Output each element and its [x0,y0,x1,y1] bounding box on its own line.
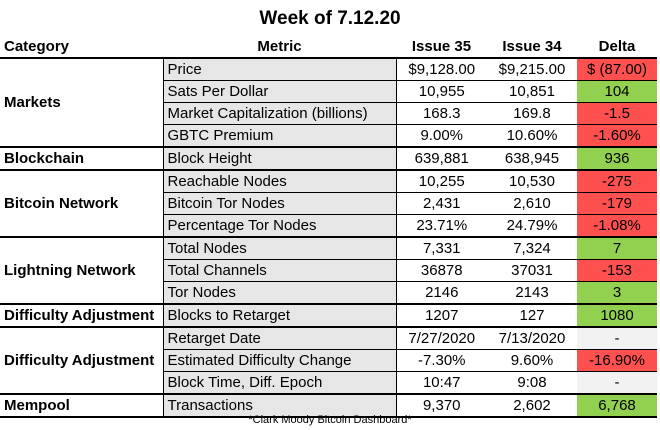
table-row: Total Channels 36878 37031 -153 [0,259,657,282]
table-row: Sats Per Dollar 10,955 10,851 104 [0,80,657,103]
metric-cell: Estimated Difficulty Change [163,349,397,372]
metric-cell: Sats Per Dollar [163,80,397,103]
table-row: Markets Price $9,128.00 $9,215.00 $ (87.00) [0,58,657,148]
issue35-cell: 2,431 [396,192,487,215]
delta-cell: $ (87.00) [577,58,657,81]
delta-cell: 6,768 [577,394,657,418]
issue34-cell: 9.60% [487,349,577,372]
category-cell: Lightning Network [0,237,164,305]
metric-cell: Percentage Tor Nodes [163,214,397,238]
header-issue34: Issue 34 [487,36,577,59]
category-cell: Blockchain [0,147,164,171]
issue34-cell: 127 [487,304,577,328]
table-row: Difficulty Adjustment Blocks to Retarget 1… [0,304,657,328]
delta-cell: 7 [577,237,657,260]
issue35-cell: 9.00% [396,124,487,148]
table-row: Lightning Network Total Nodes 7,331 7,324 7 [0,237,657,305]
delta-cell: -1.08% [577,214,657,238]
issue35-cell: 10:47 [396,371,487,395]
issue35-cell: 168.3 [396,102,487,125]
issue35-cell: 36878 [396,259,487,282]
delta-cell: - [577,371,657,395]
delta-cell: -1.60% [577,124,657,148]
issue34-cell: 7,324 [487,237,577,260]
delta-cell: 1080 [577,304,657,328]
issue35-cell: 639,881 [396,147,487,171]
header-delta: Delta [577,36,657,59]
issue35-cell: 7,331 [396,237,487,260]
issue34-cell: 638,945 [487,147,577,171]
table-row: Tor Nodes 2146 2143 3 [0,281,657,305]
table-row: Mempool Transactions 9,370 2,602 6,768 [0,394,657,418]
metric-cell: Block Time, Diff. Epoch [163,371,397,395]
table-row: Percentage Tor Nodes 23.71% 24.79% -1.08% [0,214,657,238]
delta-cell: - [577,327,657,350]
issue34-cell: 2,610 [487,192,577,215]
table-row: Market Capitalization (billions) 168.3 169… [0,102,657,125]
delta-cell: -153 [577,259,657,282]
issue35-cell: 9,370 [396,394,487,418]
weekly-metrics-table: Category Metric Issue 35 Issue 34 Delta … [0,36,657,418]
header-metric: Metric [163,36,396,59]
table-row: Blockchain Block Height 639,881 638,945 936 [0,147,657,171]
table-row: Bitcoin Network Reachable Nodes 10,255 10,5… [0,170,657,238]
category-cell: Difficulty Adjustment [0,304,164,328]
metric-cell: Bitcoin Tor Nodes [163,192,397,215]
issue35-cell: 7/27/2020 [396,327,487,350]
issue35-cell: 1207 [396,304,487,328]
table-row: Estimated Difficulty Change -7.30% 9.60% -1… [0,349,657,372]
issue34-cell: 10.60% [487,124,577,148]
metric-cell: Price [163,58,397,81]
issue34-cell: 7/13/2020 [487,327,577,350]
metric-cell: Tor Nodes [163,281,397,305]
metric-cell: Block Height [163,147,397,171]
header-category: Category [0,36,163,59]
issue34-cell: $9,215.00 [487,58,577,81]
issue35-cell: -7.30% [396,349,487,372]
delta-cell: -179 [577,192,657,215]
metric-cell: Transactions [163,394,397,418]
issue34-cell: 2143 [487,281,577,305]
metric-cell: Total Channels [163,259,397,282]
issue34-cell: 9:08 [487,371,577,395]
table-row: GBTC Premium 9.00% 10.60% -1.60% [0,124,657,148]
source-footnote: *Clark Moody Bitcoin Dashboard* [248,414,412,426]
category-cell: Bitcoin Network [0,170,164,238]
issue34-cell: 10,851 [487,80,577,103]
issue35-cell: 10,255 [396,170,487,193]
delta-cell: -1.5 [577,102,657,125]
table-row: Difficulty Adjustment Retarget Date 7/27/2… [0,327,657,395]
issue34-cell: 2,602 [487,394,577,418]
category-cell: Mempool [0,394,164,418]
table-row: Bitcoin Tor Nodes 2,431 2,610 -179 [0,192,657,215]
category-cell: Difficulty Adjustment [0,327,164,395]
issue35-cell: 23.71% [396,214,487,238]
issue34-cell: 169.8 [487,102,577,125]
metric-cell: Market Capitalization (billions) [163,102,397,125]
issue34-cell: 37031 [487,259,577,282]
header-issue35: Issue 35 [396,36,487,59]
issue34-cell: 10,530 [487,170,577,193]
delta-cell: -275 [577,170,657,193]
issue34-cell: 24.79% [487,214,577,238]
delta-cell: 104 [577,80,657,103]
issue35-cell: 10,955 [396,80,487,103]
metric-cell: Reachable Nodes [163,170,397,193]
page-title: Week of 7.12.20 [259,8,401,29]
metric-cell: Blocks to Retarget [163,304,397,328]
metric-cell: GBTC Premium [163,124,397,148]
delta-cell: -16.90% [577,349,657,372]
table-row: Block Time, Diff. Epoch 10:47 9:08- [0,371,657,395]
header-row: Category Metric Issue 35 Issue 34 Delta [0,36,657,59]
category-cell: Markets [0,58,164,148]
metric-cell: Total Nodes [163,237,397,260]
delta-cell: 3 [577,281,657,305]
delta-cell: 936 [577,147,657,171]
issue35-cell: $9,128.00 [396,58,487,81]
issue35-cell: 2146 [396,281,487,305]
metric-cell: Retarget Date [163,327,397,350]
